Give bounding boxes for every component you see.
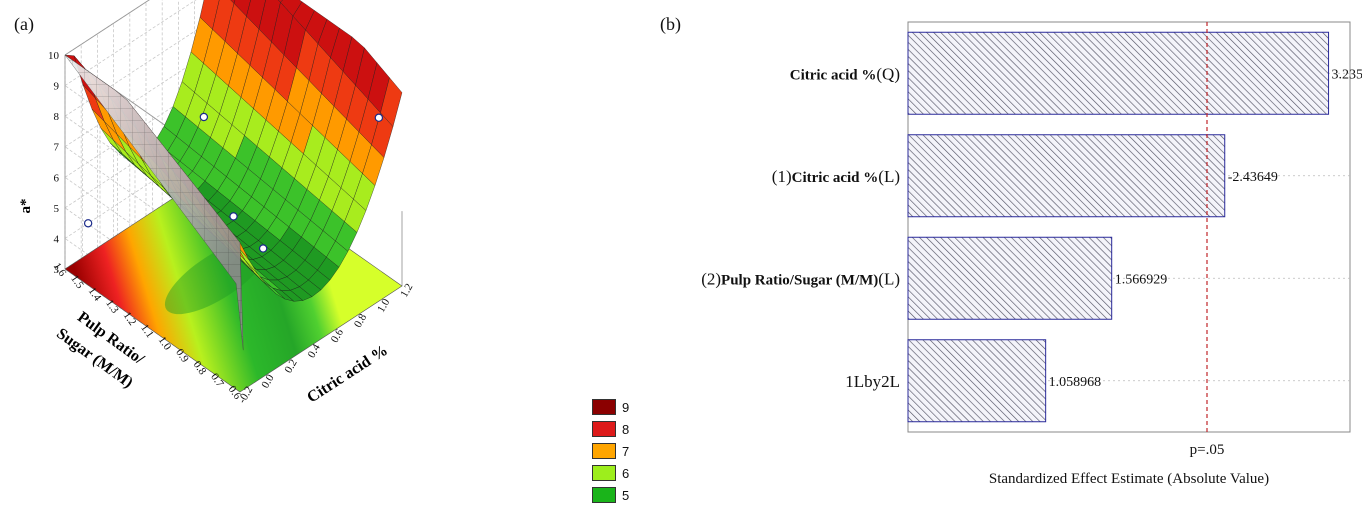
response-surface [64,0,403,351]
pareto-bar [907,339,1047,423]
legend-label: 5 [622,487,630,503]
pareto-bar [907,236,1113,320]
z-tick-label: 7 [54,142,60,154]
wall-gridline [64,0,197,86]
panel-a-label: (a) [14,14,34,34]
legend-swatch [592,465,616,481]
z-tick-label: 6 [54,172,60,184]
category-labels: Citric acid %(Q) (1)Citric acid %(L) (2)Pu… [701,64,900,391]
pareto-category-label: 1Lby2L [845,372,900,391]
surface-cell [233,0,251,17]
z-tick-label: 4 [54,233,60,245]
pareto-value-label: 1.058968 [1049,375,1102,390]
z-tick-label: 9 [54,81,60,93]
pareto-category-label: Citric acid %(Q) [790,64,900,83]
legend-swatch [592,487,616,503]
pareto-chart: p=.05 Citric acid %(Q) (1)Citric acid %(L… [701,21,1362,487]
pareto-category-label: (1)Citric acid %(L) [772,167,900,186]
pareto-value-label: 3.235 [1332,67,1362,82]
x-tick-label: 1.2 [398,282,415,300]
z-tick-label: 8 [54,111,60,123]
panel-b-label: (b) [660,14,681,34]
pareto-value-label: 1.566929 [1115,272,1168,287]
pareto-category-label: (2)Pulp Ratio/Sugar (M/M)(L) [701,269,900,288]
value-labels: 3.235 -2.43649 1.566929 1.058968 [1049,67,1362,390]
design-point [229,212,238,221]
legend-item: 8 [592,418,629,440]
legend-item: 9 [592,396,629,418]
z-tick-label: 3 [54,264,60,276]
design-point [199,112,209,122]
z-axis-label: a* [18,199,34,214]
legend-swatch [592,443,616,459]
significance-label: p=.05 [1190,442,1225,458]
legend-item: 5 [592,484,629,506]
x-tick-label: 0.2 [282,357,299,375]
legend-item: 7 [592,440,629,462]
legend-swatch [592,399,616,415]
surface-chart: 109876543-0.20.00.20.40.60.81.01.21.61.5… [18,0,415,407]
design-point [374,113,384,122]
design-point [258,244,268,253]
surface-cell [277,0,283,3]
legend-label: 6 [622,465,630,481]
box-edge [64,0,150,56]
legend-label: 9 [622,399,630,415]
legend-label: 7 [622,443,630,459]
pareto-bars [907,31,1330,423]
legend-swatch [592,421,616,437]
design-points [83,112,384,253]
z-tick-label: 5 [54,203,60,215]
surface-cell [380,77,403,127]
pareto-bar [907,134,1226,218]
surface-cell [230,0,236,4]
significance-line: p=.05 [1190,22,1225,458]
surface-legend: 9 8 7 6 5 [592,396,629,506]
pareto-value-label: -2.43649 [1228,170,1278,185]
pareto-x-axis-label: Standardized Effect Estimate (Absolute V… [989,471,1269,487]
legend-item: 6 [592,462,629,484]
z-tick-label: 10 [48,50,60,62]
design-point [83,219,93,228]
pareto-bar [907,31,1330,115]
legend-label: 8 [622,421,630,437]
surface-shadow-mesh [65,55,244,351]
